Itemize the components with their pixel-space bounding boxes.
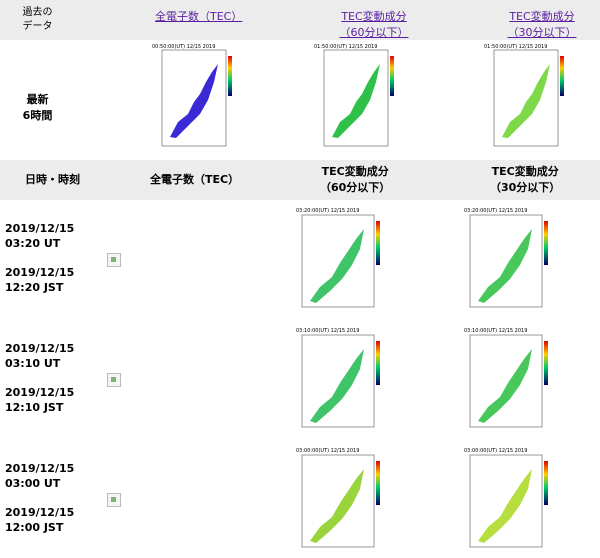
- map-frame: [323, 49, 389, 147]
- row-datetime: 2019/12/15 03:00 UT 2019/12/15 12:00 JST: [5, 461, 74, 535]
- table-header: 過去の データ 全電子数（TEC） TEC変動成分 （60分以下） TEC変動成…: [0, 0, 600, 40]
- map-blob: [310, 229, 364, 303]
- tec30-map-svg: 03:00:00(UT) 12/15 2019: [464, 448, 548, 548]
- map-title: 03:20:00(UT) 12/15 2019: [296, 208, 359, 214]
- tec60-map[interactable]: 03:10:00(UT) 12/15 2019: [290, 325, 390, 436]
- subheader-row: 日時・時刻 全電子数（TEC） TEC変動成分 （60分以下） TEC変動成分 …: [0, 160, 600, 200]
- latest-tec30-map-svg: 01:50:00(UT) 12/15 2019: [484, 44, 564, 147]
- latest-6h-label: 最新 6時間: [0, 92, 75, 124]
- jst-date: 2019/12/15: [5, 266, 75, 279]
- map-frame: [469, 334, 543, 428]
- map-blob: [310, 469, 364, 543]
- tec60-map[interactable]: 03:00:00(UT) 12/15 2019: [290, 445, 390, 556]
- broken-image-icon[interactable]: [107, 493, 121, 507]
- tec30-map[interactable]: 03:20:00(UT) 12/15 2019: [458, 205, 558, 316]
- latest-tec-map-svg: 00:50:00(UT) 12/15 2019: [152, 44, 232, 147]
- ut-time: 03:00 UT: [5, 477, 61, 490]
- map-title: 03:10:00(UT) 12/15 2019: [464, 328, 527, 334]
- tec-60min-link-line1: TEC変動成分: [341, 10, 407, 23]
- map-frame: [161, 49, 227, 147]
- colorbar: [228, 56, 232, 96]
- broken-image-icon[interactable]: [107, 253, 121, 267]
- map-frame: [301, 334, 375, 428]
- map-blob: [478, 469, 532, 543]
- past-data-label-2: データ: [22, 21, 53, 32]
- map-tec-blob: [170, 64, 218, 138]
- tec-30min-link-line1: TEC変動成分: [509, 10, 575, 23]
- ut-time: 03:20 UT: [5, 237, 61, 250]
- broken-image-icon[interactable]: [107, 373, 121, 387]
- colorbar: [544, 461, 548, 505]
- latest-tec60-map-svg: 01:50:00(UT) 12/15 2019: [314, 44, 394, 147]
- map-frame: [301, 214, 375, 308]
- colorbar: [390, 56, 394, 96]
- tec60-header: TEC変動成分 （60分以下）: [320, 164, 390, 196]
- tec60-header-line1: TEC変動成分: [321, 165, 389, 178]
- latest-tec-map[interactable]: 00:50:00(UT) 12/15 2019: [148, 42, 240, 157]
- tec30-map[interactable]: 03:10:00(UT) 12/15 2019: [458, 325, 558, 436]
- row-datetime: 2019/12/15 03:10 UT 2019/12/15 12:10 JST: [5, 341, 74, 415]
- tec30-map-svg: 03:20:00(UT) 12/15 2019: [464, 208, 548, 308]
- latest-label-line2: 6時間: [22, 109, 53, 122]
- tec30-map-svg: 03:10:00(UT) 12/15 2019: [464, 328, 548, 428]
- jst-time: 12:00 JST: [5, 521, 64, 534]
- tec30-header-line2: （30分以下）: [490, 181, 561, 194]
- past-data-label-1: 過去の: [22, 7, 53, 18]
- map-blob: [310, 349, 364, 423]
- tec-60min-link[interactable]: TEC変動成分 （60分以下）: [330, 9, 418, 41]
- ut-time: 03:10 UT: [5, 357, 61, 370]
- tec-link[interactable]: 全電子数（TEC）: [155, 10, 243, 23]
- map-title: 01:50:00(UT) 12/15 2019: [314, 44, 377, 50]
- map-blob: [478, 349, 532, 423]
- row-datetime: 2019/12/15 03:20 UT 2019/12/15 12:20 JST: [5, 221, 74, 295]
- map-title: 03:20:00(UT) 12/15 2019: [464, 208, 527, 214]
- tec-30min-link[interactable]: TEC変動成分 （30分以下）: [498, 9, 586, 41]
- map-tec60-blob: [332, 64, 380, 138]
- tec60-header-line2: （60分以下）: [320, 181, 391, 194]
- tec-60min-link-line2: （60分以下）: [339, 26, 409, 39]
- map-frame: [469, 214, 543, 308]
- tec30-header: TEC変動成分 （30分以下）: [490, 164, 560, 196]
- past-data-header: 過去の データ: [0, 0, 75, 40]
- jst-date: 2019/12/15: [5, 506, 75, 519]
- map-frame: [493, 49, 559, 147]
- map-title: 03:10:00(UT) 12/15 2019: [296, 328, 359, 334]
- tec30-map[interactable]: 03:00:00(UT) 12/15 2019: [458, 445, 558, 556]
- jst-date: 2019/12/15: [5, 386, 75, 399]
- tec-30min-link-line2: （30分以下）: [507, 26, 577, 39]
- map-title: 00:50:00(UT) 12/15 2019: [152, 44, 215, 50]
- colorbar: [544, 221, 548, 265]
- colorbar: [560, 56, 564, 96]
- colorbar: [376, 341, 380, 385]
- jst-time: 12:20 JST: [5, 281, 64, 294]
- map-title: 03:00:00(UT) 12/15 2019: [296, 448, 359, 454]
- colorbar: [376, 461, 380, 505]
- latest-tec30-map[interactable]: 01:50:00(UT) 12/15 2019: [480, 42, 572, 157]
- map-frame: [301, 454, 375, 548]
- map-blob: [478, 229, 532, 303]
- map-frame: [469, 454, 543, 548]
- jst-time: 12:10 JST: [5, 401, 64, 414]
- tec60-map-svg: 03:00:00(UT) 12/15 2019: [296, 448, 380, 548]
- ut-date: 2019/12/15: [5, 342, 75, 355]
- colorbar: [544, 341, 548, 385]
- tec-header: 全電子数（TEC）: [150, 173, 240, 186]
- datetime-header: 日時・時刻: [25, 173, 80, 186]
- colorbar: [376, 221, 380, 265]
- ut-date: 2019/12/15: [5, 462, 75, 475]
- tec30-header-line1: TEC変動成分: [491, 165, 559, 178]
- map-tec30-blob: [502, 64, 550, 138]
- tec60-map[interactable]: 03:20:00(UT) 12/15 2019: [290, 205, 390, 316]
- latest-tec60-map[interactable]: 01:50:00(UT) 12/15 2019: [310, 42, 402, 157]
- map-title: 03:00:00(UT) 12/15 2019: [464, 448, 527, 454]
- ut-date: 2019/12/15: [5, 222, 75, 235]
- tec60-map-svg: 03:10:00(UT) 12/15 2019: [296, 328, 380, 428]
- latest-label-line1: 最新: [26, 93, 49, 106]
- tec60-map-svg: 03:20:00(UT) 12/15 2019: [296, 208, 380, 308]
- map-title: 01:50:00(UT) 12/15 2019: [484, 44, 547, 50]
